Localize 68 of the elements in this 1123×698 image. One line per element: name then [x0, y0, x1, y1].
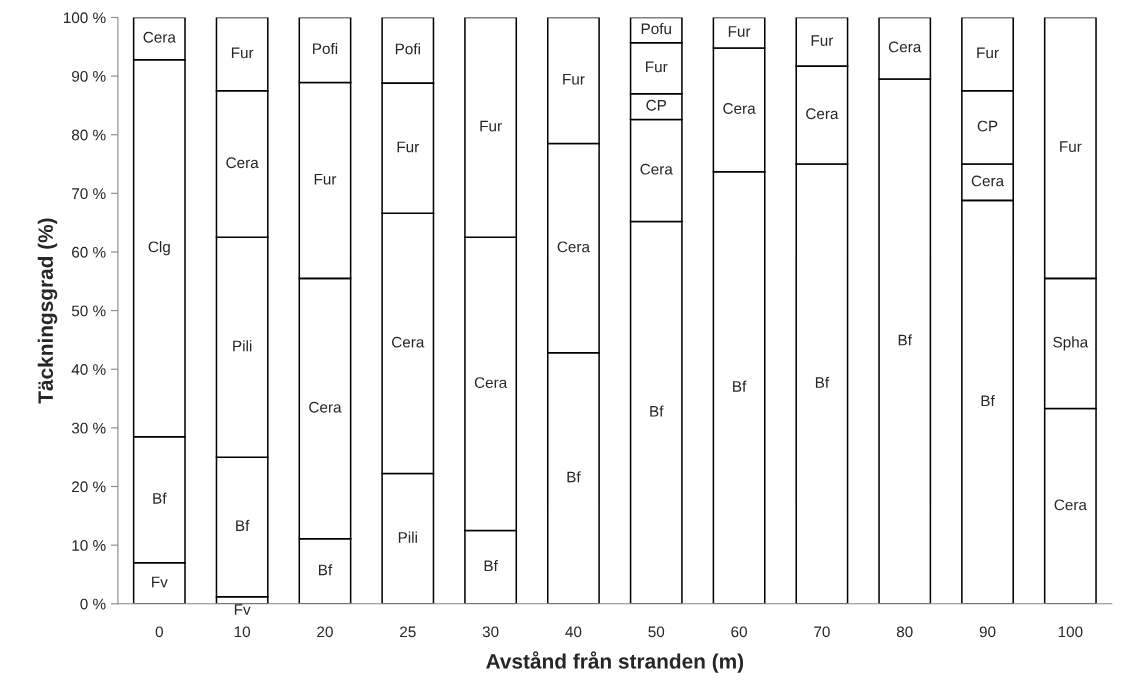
x-axis-title: Avstånd från stranden (m): [486, 651, 744, 673]
y-tick-label: 90 %: [72, 70, 106, 82]
text: Fv: [152, 576, 168, 588]
text: Fur: [811, 35, 834, 46]
y-tick-label: 40 %: [71, 364, 106, 375]
text: Bf: [319, 564, 333, 576]
y-tick-label: 30 %: [71, 422, 106, 434]
text: Cera: [226, 157, 259, 169]
text: Fur: [977, 47, 999, 59]
text: Bf: [650, 405, 664, 417]
series-label: Fur: [728, 26, 751, 37]
text: Fur: [397, 141, 419, 153]
x-tick-label: 30: [482, 626, 499, 638]
x-tick-label: 10: [234, 626, 251, 638]
x-tick-label: 60: [731, 626, 747, 638]
text: Fur: [563, 73, 585, 85]
y-tick-label: 60 %: [72, 246, 106, 258]
text: Cera: [888, 41, 922, 53]
text: Cera: [640, 163, 673, 175]
series-label: Spha: [1053, 336, 1089, 351]
text: Bf: [898, 334, 912, 346]
text: Cera: [806, 108, 839, 120]
y-tick-label: 50 %: [71, 305, 106, 317]
y-tick-label: 0 %: [80, 598, 106, 610]
series-label: Clg: [148, 241, 170, 256]
y-tick-label: 70 %: [72, 188, 106, 200]
text: CP: [977, 120, 998, 132]
text: Bf: [981, 394, 995, 407]
text: Bf: [484, 560, 498, 572]
series-label: Pofi: [313, 42, 338, 55]
y-tick-label: 100 %: [63, 12, 106, 24]
text: Cera: [474, 377, 508, 388]
series-label: Pofu: [641, 22, 671, 35]
x-tick-label: 90: [979, 626, 996, 638]
x-tick-label: 20: [317, 626, 333, 638]
series-label: CP: [646, 99, 667, 111]
text: Cera: [971, 175, 1005, 187]
text: Bf: [815, 376, 830, 388]
series-label: Cera: [1054, 499, 1087, 511]
text: Bf: [153, 492, 167, 504]
x-tick-label: 0: [155, 626, 163, 638]
series-label: Bf: [733, 380, 747, 392]
x-tick-label: 40: [565, 626, 582, 638]
text: Fur: [1060, 141, 1082, 153]
text: Cera: [143, 31, 176, 43]
text: Bf: [236, 519, 250, 531]
text: Cera: [392, 336, 425, 348]
x-tick-label: 100: [1058, 626, 1083, 638]
text: Cera: [309, 401, 342, 413]
text: Fur: [480, 120, 502, 132]
x-tick-label: 70: [814, 626, 830, 638]
y-tick-label: 20 %: [72, 481, 106, 493]
series-label: Pili: [398, 531, 417, 543]
text: Pili: [233, 340, 252, 352]
text: Fur: [231, 47, 254, 59]
x-tick-label: 50: [648, 626, 665, 638]
y-tick-label: 80 %: [71, 129, 106, 141]
text: Bf: [567, 471, 581, 483]
text: Cera: [557, 241, 590, 253]
text: Pofi: [395, 43, 420, 55]
text: Fur: [646, 61, 668, 73]
x-tick-label: 25: [400, 626, 416, 638]
y-axis-title: Täckningsgrad (%): [37, 218, 58, 404]
series-label: Fv: [234, 604, 251, 615]
text: Cera: [723, 103, 756, 114]
x-tick-label: 80: [896, 626, 913, 638]
y-tick-label: 10 %: [72, 540, 106, 551]
text: Fur: [314, 173, 337, 185]
